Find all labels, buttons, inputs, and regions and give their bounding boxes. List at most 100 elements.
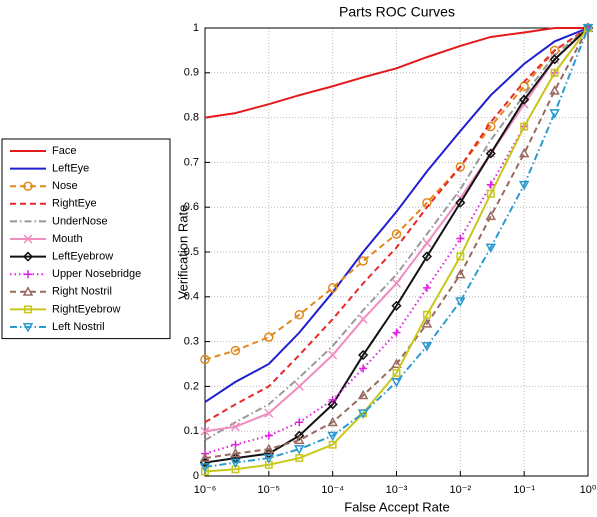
series-marker	[358, 314, 368, 324]
series-marker	[230, 448, 241, 458]
series-marker	[230, 422, 240, 432]
series-line	[204, 27, 588, 119]
series-marker	[486, 121, 496, 132]
series-marker	[359, 364, 368, 373]
legend-marker	[22, 286, 34, 296]
series-marker	[485, 243, 497, 254]
legend-marker	[24, 270, 32, 279]
series-marker	[549, 85, 560, 95]
series-marker	[421, 318, 433, 328]
series-marker	[550, 68, 559, 77]
plot-frame	[204, 27, 589, 477]
legend-label: UnderNose	[52, 215, 108, 227]
series-marker	[423, 310, 431, 319]
series-marker	[391, 358, 402, 368]
series-marker	[294, 381, 304, 391]
series-marker	[422, 197, 432, 208]
series-marker	[549, 54, 560, 65]
series-marker	[264, 431, 273, 440]
legend-label: Upper Nosebridge	[52, 268, 141, 280]
x-tick-label: 10⁻⁴	[321, 484, 344, 496]
series-marker	[520, 122, 529, 131]
legend-label: RightEye	[52, 198, 97, 210]
series-marker	[328, 440, 337, 449]
series-marker	[327, 416, 338, 427]
series-marker	[264, 408, 274, 418]
series-marker	[392, 328, 401, 337]
series-marker	[230, 345, 241, 356]
x-tick-label: 10⁰	[580, 484, 597, 496]
series-marker	[456, 234, 465, 243]
series-marker	[485, 148, 496, 159]
series-line	[204, 27, 589, 361]
series-marker	[485, 210, 497, 221]
series-marker	[264, 332, 274, 342]
series-marker	[456, 252, 465, 261]
series-marker	[200, 426, 210, 436]
series-marker	[486, 189, 495, 198]
series-line	[204, 27, 589, 424]
series-marker	[357, 389, 369, 400]
series-marker	[357, 409, 369, 419]
y-tick-label: 0.2	[184, 380, 199, 392]
x-tick-label: 10⁻¹	[513, 484, 535, 496]
series-marker	[455, 297, 466, 307]
legend-marker	[23, 181, 33, 191]
legend-marker	[22, 323, 34, 333]
series-marker	[230, 458, 241, 469]
legend-label: LeftEye	[52, 163, 89, 175]
y-tick-label: 0.3	[184, 336, 199, 348]
legend-label: Mouth	[52, 233, 83, 245]
series-marker	[358, 349, 369, 361]
series-marker	[327, 431, 338, 442]
series-marker	[519, 94, 530, 105]
legend-marker	[24, 305, 32, 314]
series-marker	[455, 197, 466, 208]
series-line	[204, 27, 589, 460]
legend-label: Nose	[52, 180, 78, 192]
y-axis-label: Verification Rate	[175, 205, 190, 300]
y-tick-label: 0.9	[184, 67, 199, 79]
series-marker	[549, 109, 560, 119]
y-tick-label: 0.8	[184, 112, 199, 124]
series-marker	[391, 377, 402, 388]
y-tick-label: 0.4	[184, 291, 199, 303]
legend-label: Left Nostril	[52, 321, 105, 333]
series-marker	[421, 251, 433, 262]
series-marker	[582, 24, 594, 34]
series-marker	[391, 300, 402, 311]
series-marker	[263, 454, 275, 464]
x-axis-label: False Accept Rate	[344, 499, 450, 514]
series-marker	[455, 268, 466, 279]
series-marker	[294, 434, 305, 445]
y-tick-label: 1	[193, 22, 199, 34]
series-marker	[294, 430, 305, 441]
series-line	[204, 27, 589, 403]
series-marker	[392, 369, 401, 377]
series-marker	[519, 81, 529, 91]
series-marker	[328, 350, 338, 360]
series-marker	[327, 399, 338, 410]
y-tick-label: 0.5	[184, 246, 199, 258]
series-line	[204, 27, 589, 469]
y-tick-label: 0.1	[184, 425, 199, 437]
legend-label: LeftEyebrow	[52, 251, 113, 263]
y-tick-label: 0.7	[184, 156, 199, 168]
series-marker	[294, 309, 305, 320]
series-marker	[328, 395, 337, 404]
series-marker	[486, 180, 495, 189]
legend-marker	[22, 251, 34, 262]
series-marker	[200, 354, 210, 365]
series-marker	[391, 278, 402, 288]
series-line	[204, 27, 589, 473]
x-tick-label: 10⁻³	[386, 484, 408, 496]
chart-title: Parts ROC Curves	[339, 4, 455, 20]
plot-series-group	[199, 22, 594, 476]
series-marker	[327, 283, 338, 293]
legend-label: RightEyebrow	[52, 303, 121, 315]
series-marker	[358, 256, 368, 266]
series-marker	[263, 443, 275, 454]
y-tick-label: 0.6	[184, 201, 199, 213]
series-marker	[199, 452, 211, 463]
